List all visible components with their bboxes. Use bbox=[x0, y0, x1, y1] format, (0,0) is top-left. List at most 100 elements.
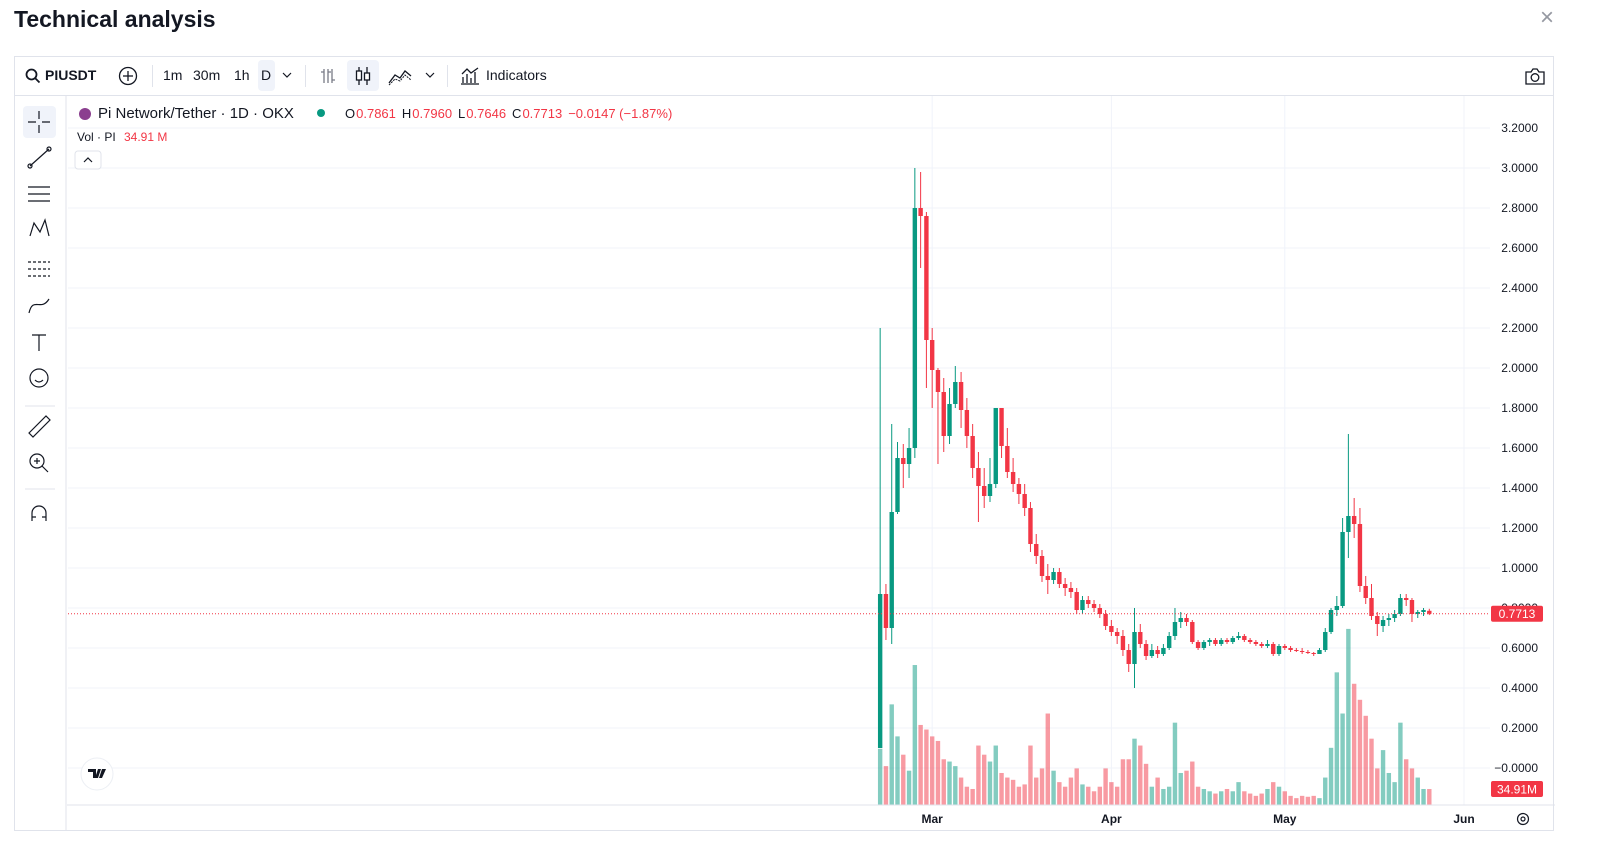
candle-body bbox=[935, 370, 941, 392]
symbol[interactable]: PIUSDT bbox=[45, 67, 97, 83]
interval[interactable]: 30m bbox=[193, 67, 221, 83]
volume-bar bbox=[1091, 791, 1097, 805]
volume-bar bbox=[1299, 795, 1305, 805]
x-tick-label: Mar bbox=[922, 812, 944, 826]
interval-dropdown[interactable] bbox=[282, 71, 292, 79]
volume-tag-bg bbox=[1491, 781, 1543, 798]
pattern-tool[interactable] bbox=[29, 218, 50, 237]
close-button[interactable]: × bbox=[1540, 4, 1555, 31]
candle-body bbox=[970, 436, 975, 468]
candle-body bbox=[1219, 640, 1224, 644]
magnet-tool[interactable] bbox=[31, 505, 47, 521]
volume-bar bbox=[1392, 782, 1397, 805]
candle-body bbox=[1074, 592, 1079, 610]
volume-bar bbox=[999, 772, 1004, 805]
volume-bar bbox=[1265, 788, 1270, 805]
volume-bar bbox=[901, 754, 906, 805]
interval[interactable]: D bbox=[261, 67, 272, 83]
volume-bar bbox=[1375, 768, 1380, 805]
legend-key: C bbox=[512, 106, 521, 121]
candle-body bbox=[918, 208, 923, 216]
candle-body bbox=[1346, 516, 1351, 532]
crosshair-tool[interactable] bbox=[28, 111, 50, 133]
volume-bar bbox=[976, 745, 981, 805]
volume-bar bbox=[947, 761, 952, 805]
candle-body bbox=[1207, 640, 1212, 642]
volume-bar bbox=[1126, 759, 1131, 805]
candle-body bbox=[1247, 640, 1253, 642]
volume-bar bbox=[1276, 786, 1282, 805]
collapse-button[interactable] bbox=[74, 150, 102, 170]
candle-body bbox=[1299, 651, 1305, 652]
candle-body bbox=[1421, 610, 1426, 612]
drawing-toolbar bbox=[23, 96, 67, 830]
volume-bar bbox=[1311, 795, 1316, 805]
brush-tool[interactable] bbox=[28, 298, 50, 314]
volume-bar bbox=[1317, 798, 1322, 805]
indicators-icon[interactable] bbox=[459, 66, 481, 86]
candle-body bbox=[1022, 494, 1027, 508]
volume-bar bbox=[1242, 791, 1247, 805]
candle-body bbox=[1034, 544, 1039, 556]
interval[interactable]: 1m bbox=[163, 67, 183, 83]
projection-tool[interactable] bbox=[28, 261, 50, 277]
bars-icon[interactable] bbox=[318, 66, 338, 86]
fib-tool[interactable] bbox=[28, 186, 50, 202]
search-icon[interactable] bbox=[25, 68, 41, 84]
volume-bar bbox=[1334, 672, 1340, 805]
candle-body bbox=[1340, 532, 1345, 606]
candle-body bbox=[1143, 644, 1149, 656]
candles-icon[interactable] bbox=[353, 65, 373, 87]
volume-bar bbox=[1190, 761, 1195, 805]
y-tick-label: 1.4000 bbox=[1501, 481, 1538, 495]
candle-body bbox=[1045, 576, 1050, 580]
candle-body bbox=[1357, 524, 1363, 586]
volume-bar bbox=[1357, 699, 1363, 805]
volume-bar bbox=[964, 786, 970, 805]
candle-body bbox=[1068, 588, 1074, 592]
volume-bar bbox=[883, 766, 889, 805]
candle-body bbox=[1334, 606, 1340, 610]
candle-body bbox=[883, 594, 889, 628]
y-tick-label: −0.0000 bbox=[1494, 761, 1538, 775]
volume-bar bbox=[1086, 786, 1091, 805]
candle-body bbox=[1097, 608, 1103, 614]
candle-body bbox=[1126, 650, 1131, 664]
indicators-button[interactable]: Indicators bbox=[486, 67, 547, 83]
volume-bar bbox=[1005, 777, 1010, 805]
candle-body bbox=[1305, 652, 1311, 653]
candle-body bbox=[1161, 648, 1166, 654]
candle-body bbox=[1236, 636, 1241, 638]
ruler-tool[interactable] bbox=[28, 415, 51, 438]
screenshot-button[interactable] bbox=[1524, 66, 1546, 86]
volume-bar bbox=[1103, 768, 1108, 805]
candle-body bbox=[1328, 610, 1334, 632]
volume-bar bbox=[1039, 768, 1045, 805]
candle-body bbox=[1190, 622, 1195, 642]
volume-bar bbox=[1184, 770, 1189, 805]
zoom-tool[interactable] bbox=[29, 453, 45, 469]
compare-button[interactable] bbox=[118, 66, 138, 86]
y-tick-label: 2.4000 bbox=[1501, 281, 1538, 295]
emoji-tool[interactable] bbox=[29, 368, 49, 388]
candle-body bbox=[1375, 616, 1380, 624]
volume-bar bbox=[1138, 745, 1143, 805]
candle-body bbox=[993, 408, 998, 484]
interval[interactable]: 1h bbox=[234, 67, 250, 83]
candle-body bbox=[1062, 584, 1068, 588]
candle-body bbox=[1195, 642, 1201, 648]
volume-bar bbox=[1114, 786, 1120, 805]
volume-bar bbox=[1340, 713, 1345, 805]
candle-body bbox=[976, 468, 981, 486]
candle-body bbox=[1091, 604, 1097, 608]
volume-bar bbox=[1057, 782, 1062, 805]
candle-body bbox=[987, 484, 993, 496]
chart-type-dropdown[interactable] bbox=[425, 71, 435, 79]
area-icon[interactable] bbox=[388, 66, 412, 86]
volume-bar bbox=[1323, 777, 1328, 805]
legend-change: −0.0147 (−1.87%) bbox=[568, 106, 672, 121]
text-tool[interactable] bbox=[32, 334, 46, 351]
trend-line-tool[interactable] bbox=[29, 148, 50, 167]
candle-body bbox=[1155, 650, 1160, 654]
volume-bar bbox=[970, 788, 975, 805]
